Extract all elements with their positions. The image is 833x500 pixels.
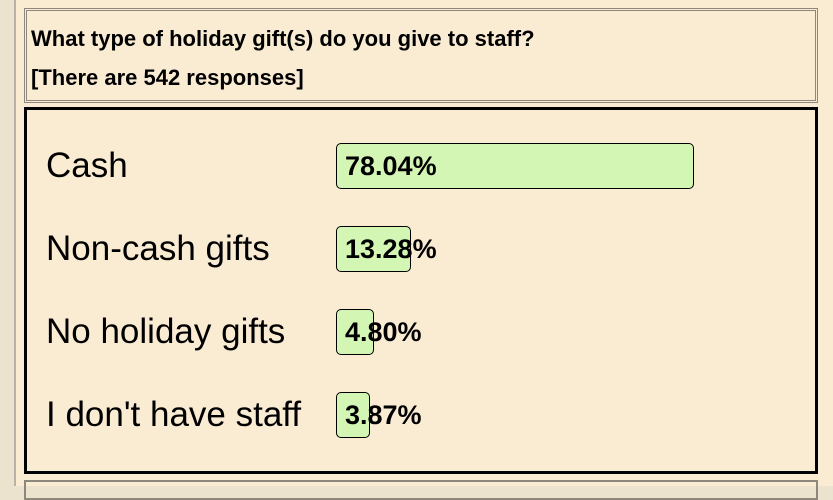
page: What type of holiday gift(s) do you give…: [14, 0, 833, 500]
next-panel: [24, 480, 818, 500]
result-row: I don't have staff 3.87%: [27, 385, 817, 445]
result-row: Non-cash gifts 13.28%: [27, 219, 817, 279]
bar: [336, 309, 374, 355]
result-row: No holiday gifts 4.80%: [27, 302, 817, 362]
option-label: Non-cash gifts: [46, 229, 270, 268]
poll-subtitle: [There are 542 responses]: [31, 65, 304, 90]
value-label: 78.04%: [345, 151, 437, 181]
poll-title: What type of holiday gift(s) do you give…: [31, 26, 535, 51]
bar: [336, 392, 370, 438]
value-label: 4.80%: [345, 317, 422, 347]
result-row: Cash 78.04%: [27, 136, 817, 196]
bar: [336, 143, 695, 189]
option-label: I don't have staff: [46, 395, 302, 434]
value-label: 3.87%: [345, 400, 422, 430]
poll-header: What type of holiday gift(s) do you give…: [24, 8, 818, 103]
value-label: 13.28%: [345, 234, 437, 264]
bar: [336, 226, 412, 272]
poll-frame: What type of holiday gift(s) do you give…: [14, 0, 833, 500]
option-label: No holiday gifts: [46, 312, 286, 351]
poll-results: Cash 78.04% Non-cash gifts 13.28% No holiday…: [24, 107, 818, 474]
option-label: Cash: [46, 146, 128, 185]
